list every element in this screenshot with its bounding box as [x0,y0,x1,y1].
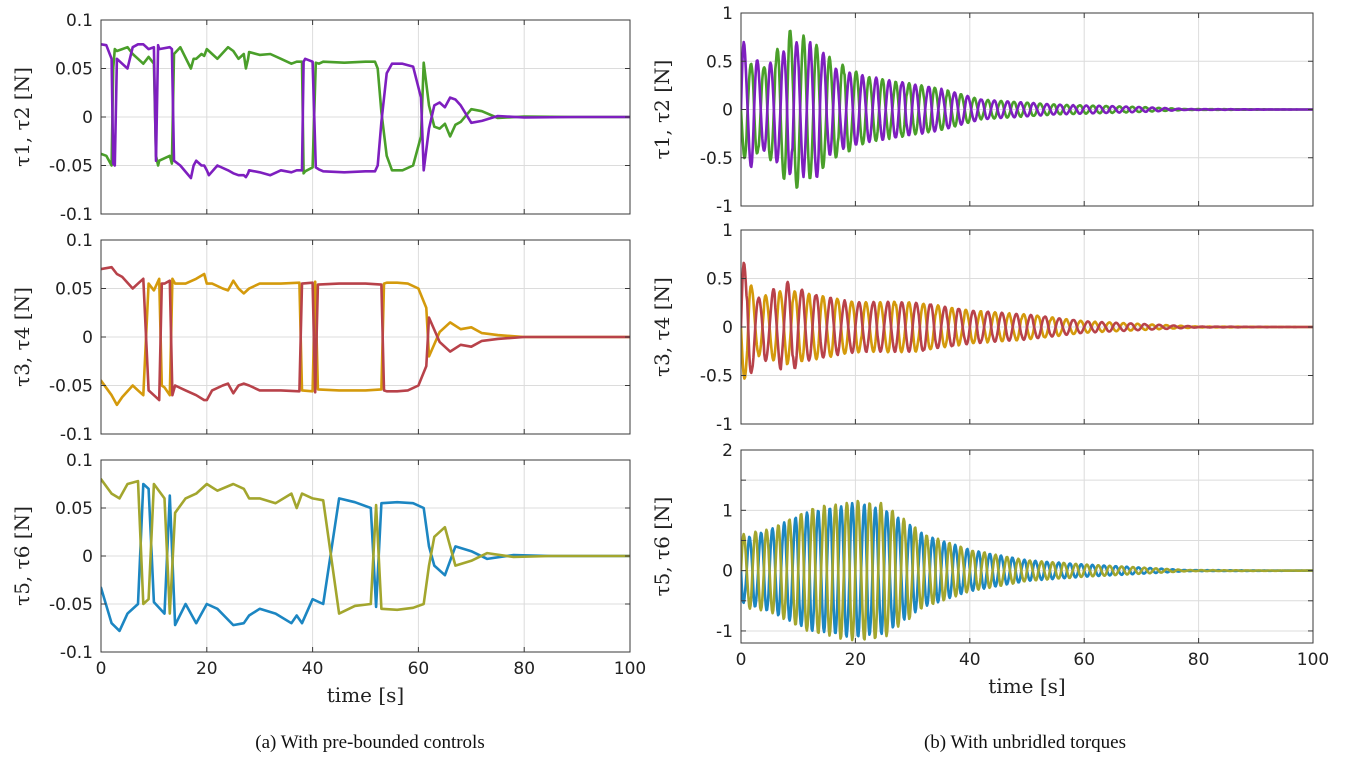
x-tick-label: 80 [513,659,535,679]
y-tick-label: 0.1 [66,451,93,471]
y-tick-label: 1 [722,501,733,521]
y-tick-label: 1 [722,221,733,241]
series-line-1 [101,45,630,175]
y-tick-label: 0 [722,318,733,338]
y-tick-label: 0 [82,328,93,348]
x-tick-label: 0 [96,659,107,679]
y-tick-label: 2 [722,441,733,461]
series-line-2 [741,499,1313,642]
series-group [741,499,1313,642]
y-axis-label: τ5, τ6 [N] [10,506,34,606]
chart-panel-b-1: -1 -0.5 0 0.5 1 τ1, τ2 [N] [650,4,1314,217]
y-axis-label: τ5, τ6 [N] [650,497,674,597]
y-tick-label: 1 [722,4,733,24]
y-tick-label: -1 [716,197,733,217]
y-tick-label: 0.1 [66,231,93,251]
y-tick-label: 0 [722,101,733,121]
y-tick-label: 0.05 [55,499,93,519]
y-tick-label: -0.05 [49,377,93,397]
y-axis-label: τ3, τ4 [N] [650,277,674,377]
series-line-2 [101,265,630,402]
y-tick-label: 0.1 [66,11,93,31]
caption-b: (b) With unbridled torques [924,732,1126,753]
y-tick-label: -0.1 [60,425,93,445]
series-line-1 [101,272,630,407]
y-tick-label: 0.05 [55,280,93,300]
chart-panel-b-2: -1 -0.5 0 0.5 1 τ3, τ4 [N] [650,221,1314,435]
y-tick-label: -0.5 [700,367,733,387]
x-tick-label: 60 [1073,650,1095,670]
chart-panel-a-1: -0.1 -0.05 0 0.05 0.1 τ1, τ2 [N] [10,11,631,225]
plot-frame [740,449,1314,644]
x-tick-label: 20 [196,659,218,679]
x-tick-label: 60 [408,659,430,679]
x-tick-label: 100 [1297,650,1329,670]
series-line-2 [741,261,1313,375]
y-tick-label: 0 [82,547,93,567]
y-tick-label: -0.5 [700,149,733,169]
caption-a: (a) With pre-bounded controls [255,732,484,753]
y-tick-label: -1 [716,415,733,435]
y-tick-label: 0 [722,562,733,582]
y-tick-label: -1 [716,622,733,642]
x-tick-label: 40 [959,650,981,670]
y-tick-label: 0.5 [706,270,733,290]
series-line-2 [101,43,630,180]
series-group [101,43,630,180]
y-tick-label: -0.1 [60,205,93,225]
y-tick-label: -0.05 [49,157,93,177]
series-line-2 [101,477,630,615]
y-tick-label: -0.05 [49,595,93,615]
series-group [741,29,1313,189]
y-tick-label: -0.1 [60,643,93,663]
series-group [101,477,630,633]
y-tick-label: 0.05 [55,60,93,80]
x-tick-label: 40 [302,659,324,679]
y-axis-label: τ1, τ2 [N] [650,60,674,160]
chart-panel-a-3: -0.1 -0.05 0 0.05 0.1 0 20 40 60 80 100 time [s] τ5,… [10,451,646,707]
y-tick-label: 0 [82,108,93,128]
series-line-2 [741,40,1313,179]
x-axis-label: time [s] [327,683,404,707]
x-tick-label: 80 [1188,650,1210,670]
chart-panel-a-2: -0.1 -0.05 0 0.05 0.1 τ3, τ4 [N] [10,231,631,445]
y-tick-label: 0.5 [706,52,733,72]
y-axis-label: τ1, τ2 [N] [10,67,34,167]
y-axis-label: τ3, τ4 [N] [10,287,34,387]
x-tick-label: 100 [614,659,646,679]
series-group [741,261,1313,380]
series-line-1 [101,482,630,633]
x-axis-label: time [s] [988,674,1065,698]
x-tick-label: 20 [845,650,867,670]
x-tick-label: 0 [736,650,747,670]
series-group [101,265,630,407]
